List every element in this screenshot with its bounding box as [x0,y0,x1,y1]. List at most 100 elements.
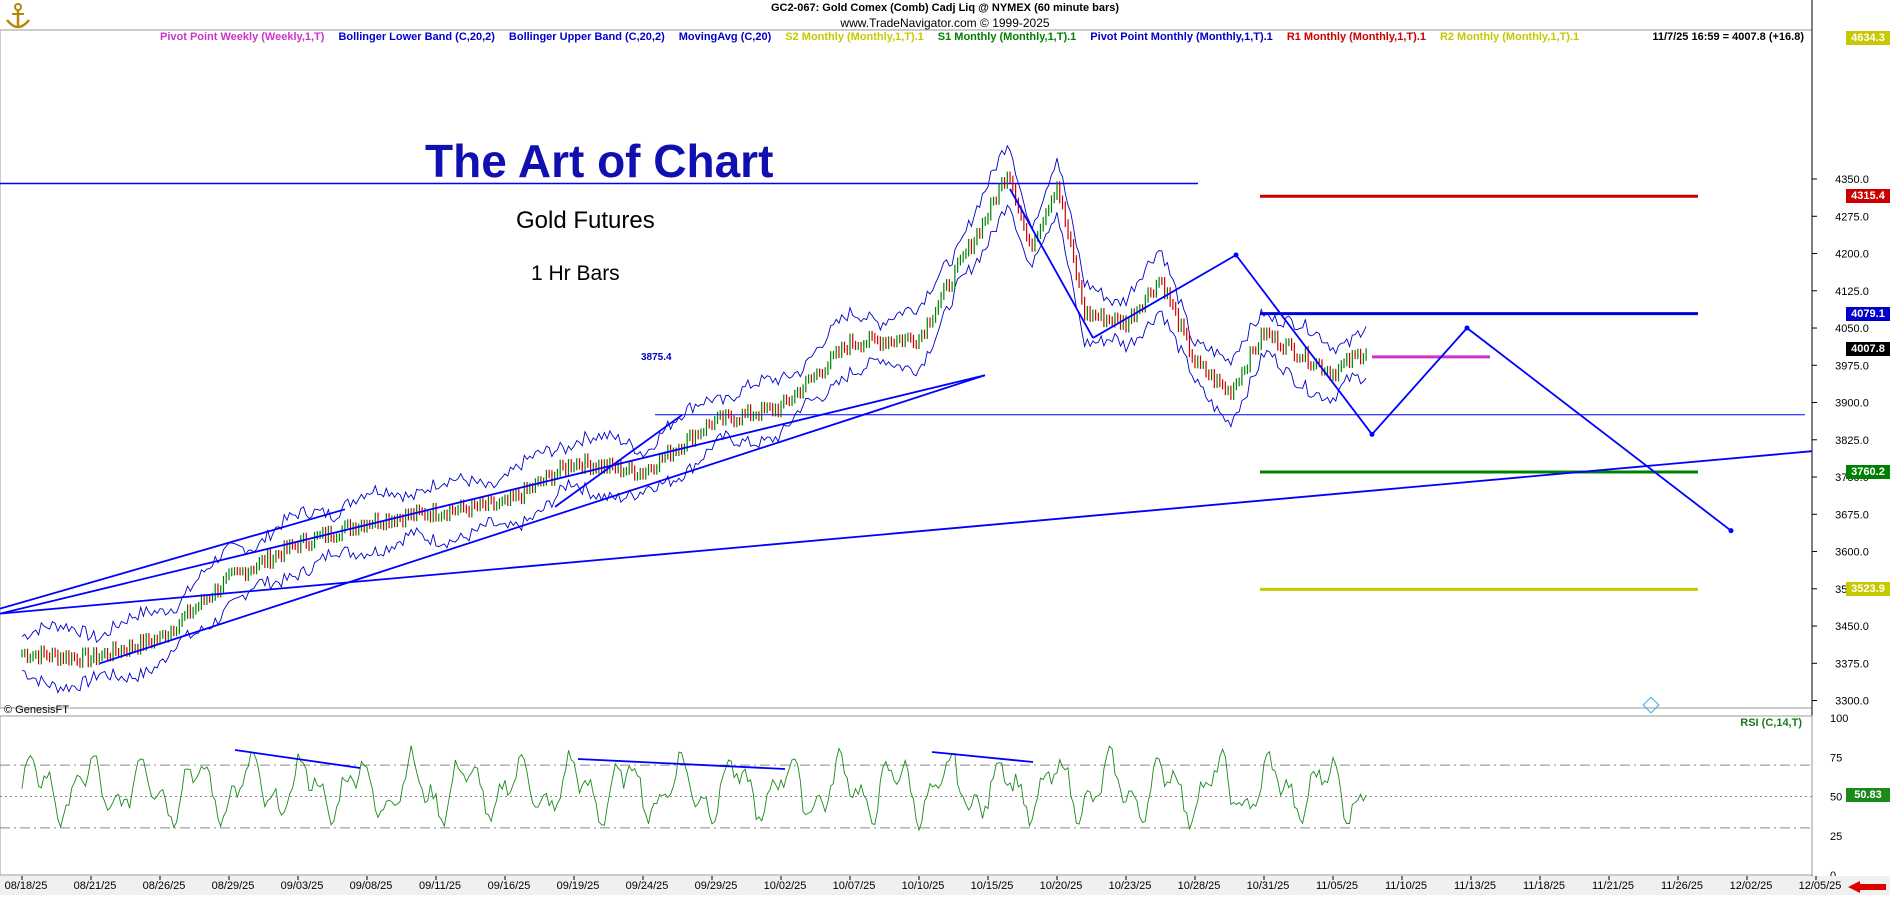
x-tick-label: 08/21/25 [74,880,117,892]
indicator-legend: Pivot Point Weekly (Weekly,1,T) Bollinger… [160,31,1593,43]
x-tick-label: 09/11/25 [419,880,461,892]
x-axis-bar [0,876,1890,895]
price-tick-label: 4275.0 [1835,211,1869,223]
price-tick-label: 3600.0 [1835,547,1869,559]
price-tick-label: 3975.0 [1835,360,1869,372]
legend-item-1[interactable]: Bollinger Lower Band (C,20,2) [338,31,495,43]
price-badge-6: 50.83 [1846,788,1890,803]
rsi-tick-label: 100 [1830,713,1848,725]
rsi-tick-label: 75 [1830,752,1842,764]
anchor-logo-icon[interactable] [4,2,32,32]
price-tick-label: 3675.0 [1835,509,1869,521]
arrowhead-marker [1233,252,1239,258]
price-tick-label: 4200.0 [1835,249,1869,261]
trend-line [1009,188,1094,339]
price-tick-label: 3300.0 [1835,696,1869,708]
scroll-right-arrow-icon[interactable] [1848,880,1888,893]
x-axis: 08/18/25 08/21/25 08/26/25 08/29/25 09/03/25… [0,876,1890,895]
x-tick-label: 09/16/25 [488,880,531,892]
chart-header-symbol: GC2-067: Gold Comex (Comb) Cadj Liq @ NY… [770,2,1120,14]
trend-line [0,450,1813,615]
price-tick-label: 3375.0 [1835,658,1869,670]
last-quote: 11/7/25 16:59 = 4007.8 (+16.8) [1652,31,1804,43]
bollinger-lower-band [21,204,1367,694]
x-tick-label: 10/31/25 [1247,880,1290,892]
trend-line [0,374,986,615]
price-badge-3: 4007.8 [1846,341,1890,356]
price-panel-frame [0,29,1813,709]
trend-line [1371,327,1468,435]
arrowhead-marker [1369,431,1375,437]
rsi-line [21,745,1367,832]
arrowhead-marker [1728,528,1734,534]
price-badge-5: 3523.9 [1846,582,1890,597]
rsi-label: RSI (C,14,T) [1740,717,1802,729]
price-tick-label: 4125.0 [1835,286,1869,298]
trend-line [0,508,346,610]
rsi-tick-label: 25 [1830,831,1842,843]
copyright-label: © GenesisFT [4,704,69,716]
x-tick-label: 10/07/25 [833,880,876,892]
bollinger-upper-band [21,144,1367,644]
rsi-divergence-line [234,749,361,769]
legend-item-6[interactable]: Pivot Point Monthly (Monthly,1,T).1 [1090,31,1273,43]
x-tick-label: 11/21/25 [1592,880,1634,892]
x-tick-label: 09/29/25 [695,880,738,892]
trend-line [1092,254,1237,339]
arrowhead-marker [1464,325,1470,331]
legend-item-0[interactable]: Pivot Point Weekly (Weekly,1,T) [160,31,325,43]
trend-line [1466,327,1732,532]
trend-line [554,414,683,508]
overlay-title: The Art of Chart [425,135,774,187]
rsi-divergence-line [577,758,786,770]
price-tick-label: 3450.0 [1835,621,1869,633]
legend-item-8[interactable]: R2 Monthly (Monthly,1,T).1 [1439,31,1580,43]
x-tick-label: 11/18/25 [1523,880,1565,892]
price-tick-label: 4350.0 [1835,174,1869,186]
x-tick-label: 09/19/25 [557,880,600,892]
price-badge-2: 4079.1 [1846,306,1890,321]
legend-item-4[interactable]: S2 Monthly (Monthly,1,T).1 [785,31,924,43]
rsi-panel-frame [0,715,1813,876]
price-badge-1: 4315.4 [1846,189,1890,204]
x-tick-label: 10/10/25 [902,880,945,892]
x-tick-label: 08/29/25 [212,880,255,892]
x-tick-label: 11/05/25 [1316,880,1358,892]
price-badge-0: 4634.3 [1846,30,1890,45]
x-tick-label: 10/23/25 [1109,880,1152,892]
x-tick-label: 10/20/25 [1040,880,1083,892]
x-tick-label: 12/05/25 [1799,880,1842,892]
chart-header-website: www.TradeNavigator.com © 1999-2025 [840,16,1050,30]
x-tick-label: 09/24/25 [626,880,669,892]
x-tick-label: 09/08/25 [350,880,393,892]
legend-item-3[interactable]: MovingAvg (C,20) [678,31,772,43]
x-tick-label: 11/26/25 [1661,880,1703,892]
price-badge-4: 3760.2 [1846,464,1890,479]
x-tick-label: 10/15/25 [971,880,1014,892]
legend-item-7[interactable]: R1 Monthly (Monthly,1,T).1 [1286,31,1426,43]
rsi-tick-label: 50 [1830,792,1842,804]
x-tick-label: 10/28/25 [1178,880,1221,892]
x-tick-label: 11/13/25 [1454,880,1496,892]
x-tick-label: 11/10/25 [1385,880,1427,892]
overlay-bar-interval: 1 Hr Bars [531,262,620,285]
x-tick-label: 12/02/25 [1730,880,1773,892]
legend-item-5[interactable]: S1 Monthly (Monthly,1,T).1 [937,31,1077,43]
annotation-3875: 3875.4 [641,352,672,363]
price-tick-label: 3825.0 [1835,435,1869,447]
trend-line [99,374,986,665]
x-tick-label: 09/03/25 [281,880,324,892]
x-tick-label: 08/26/25 [143,880,186,892]
price-tick-label: 3900.0 [1835,398,1869,410]
x-tick-label: 10/02/25 [764,880,807,892]
legend-item-2[interactable]: Bollinger Upper Band (C,20,2) [508,31,665,43]
x-tick-label: 08/18/25 [5,880,48,892]
price-tick-label: 4050.0 [1835,323,1869,335]
trend-line [1235,254,1373,435]
rsi-divergence-line [931,751,1034,763]
overlay-subtitle: Gold Futures [516,207,655,234]
